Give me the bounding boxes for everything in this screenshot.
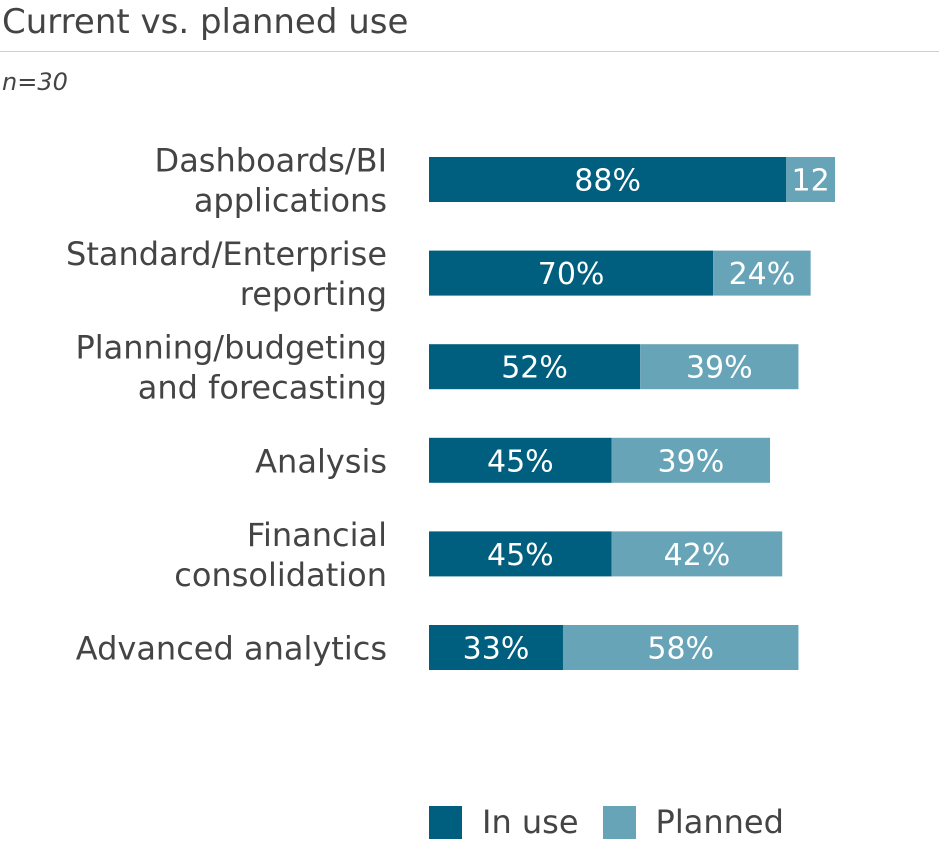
data-label: 39%	[658, 444, 725, 479]
legend-label-in-use: In use	[482, 803, 579, 841]
legend-swatch-planned	[602, 805, 636, 839]
data-label: 70%	[538, 257, 605, 292]
data-label: 42%	[664, 538, 731, 573]
category-label: and forecasting	[138, 369, 387, 407]
bar-planned	[640, 344, 799, 390]
chart-subtitle: n=30	[2, 68, 68, 96]
category-label: Analysis	[255, 442, 387, 480]
legend-label-planned: Planned	[655, 803, 784, 841]
data-label: 45%	[487, 538, 554, 573]
data-label: 24%	[729, 257, 796, 292]
legend-item-in-use: In use	[429, 803, 579, 841]
chart-title: Current vs. planned use	[2, 2, 409, 42]
category-label: Financial	[247, 516, 387, 554]
data-label: 52%	[501, 351, 568, 386]
data-label: 39%	[686, 351, 753, 386]
bar-in-use	[429, 437, 612, 483]
category-label: Advanced analytics	[76, 630, 387, 668]
category-label: Dashboards/BI	[155, 142, 387, 180]
data-label: 12	[792, 164, 830, 199]
bar-in-use	[429, 625, 563, 670]
category-label: reporting	[240, 275, 387, 313]
bar-planned	[562, 625, 799, 670]
legend-item-planned: Planned	[602, 803, 784, 841]
category-label: Planning/budgeting	[75, 329, 387, 367]
data-label: 45%	[487, 444, 554, 479]
bar-in-use	[429, 531, 612, 577]
bar-in-use	[429, 250, 714, 296]
legend: In use Planned	[429, 803, 808, 841]
data-label: 58%	[647, 632, 714, 667]
category-label: consolidation	[174, 556, 387, 594]
bar-planned	[611, 437, 771, 483]
bar-in-use	[429, 344, 641, 390]
title-divider	[0, 51, 939, 52]
bar-planned	[786, 157, 835, 202]
data-label: 88%	[574, 164, 641, 199]
bar-planned	[611, 531, 783, 577]
bar-planned	[713, 250, 811, 296]
category-label: Standard/Enterprise	[66, 235, 387, 273]
data-label: 33%	[463, 632, 530, 667]
legend-swatch-in-use	[429, 805, 462, 839]
category-label: applications	[194, 182, 387, 220]
bar-in-use	[429, 157, 787, 202]
